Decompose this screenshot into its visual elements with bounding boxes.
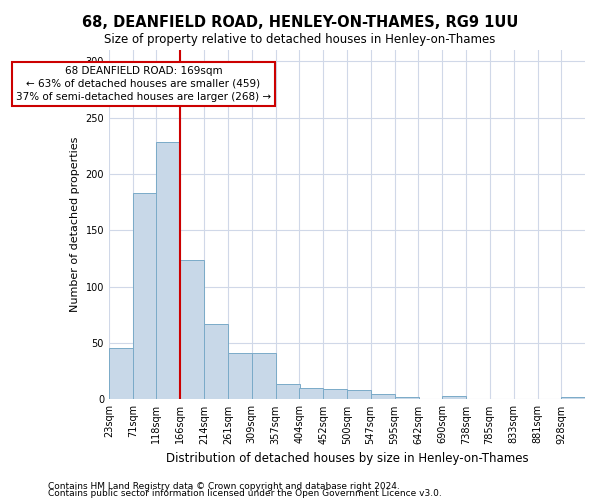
Bar [252,353,275,400]
Bar [561,397,585,400]
Bar [276,384,299,400]
Bar [181,260,204,400]
Bar [299,388,323,400]
Bar [228,353,251,400]
Y-axis label: Number of detached properties: Number of detached properties [70,137,80,312]
Bar [395,397,419,400]
X-axis label: Distribution of detached houses by size in Henley-on-Thames: Distribution of detached houses by size … [166,452,528,465]
Text: 68 DEANFIELD ROAD: 169sqm
← 63% of detached houses are smaller (459)
37% of semi: 68 DEANFIELD ROAD: 169sqm ← 63% of detac… [16,66,271,102]
Text: 68, DEANFIELD ROAD, HENLEY-ON-THAMES, RG9 1UU: 68, DEANFIELD ROAD, HENLEY-ON-THAMES, RG… [82,15,518,30]
Bar [109,348,133,400]
Text: Contains HM Land Registry data © Crown copyright and database right 2024.: Contains HM Land Registry data © Crown c… [48,482,400,491]
Bar [323,390,347,400]
Bar [371,394,395,400]
Bar [347,390,371,400]
Bar [205,324,228,400]
Text: Contains public sector information licensed under the Open Government Licence v3: Contains public sector information licen… [48,489,442,498]
Text: Size of property relative to detached houses in Henley-on-Thames: Size of property relative to detached ho… [104,32,496,46]
Bar [442,396,466,400]
Bar [133,193,157,400]
Bar [157,142,180,400]
